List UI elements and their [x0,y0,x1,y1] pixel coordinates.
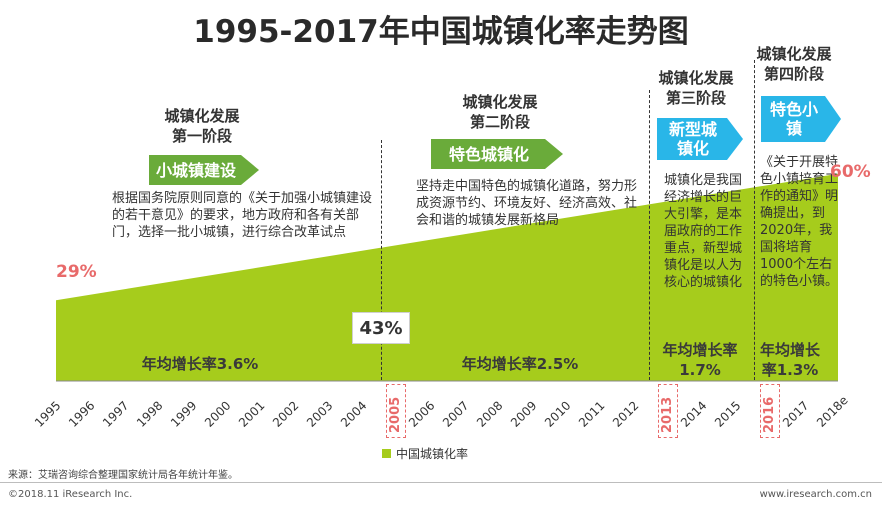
stage3-tag: 新型城 镇化 [668,120,717,158]
tick-highlight-box-2016 [760,384,780,438]
stage2-tag: 特色城镇化 [448,144,529,164]
value-label-mid: 43% [352,312,410,344]
stage2-heading: 城镇化发展 第二阶段 [462,93,538,131]
stage3-description: 城镇化是我国经济增长的巨大引擎，是本届政府的工作重点，新型城镇化是以人为核心的城… [664,173,743,290]
stage4-tag: 特色小镇 [769,100,818,138]
stage1-tag: 小城镇建设 [155,160,236,180]
copyright: ©2018.11 iResearch Inc. [8,489,133,500]
footer-divider [0,482,882,483]
stage-divider-2016 [754,60,755,380]
legend-label: 中国城镇化率 [396,447,469,461]
source-note: 来源：艾瑞咨询综合整理国家统计局各年统计年鉴。 [8,470,238,481]
stage3-heading: 城镇化发展 第三阶段 [658,69,734,107]
page-title: 1995-2017年中国城镇化率走势图 [193,14,689,50]
stage2-tag-arrow [431,139,563,169]
website: www.iresearch.com.cn [759,489,872,500]
stage4-growth: 年均增长 率1.3% [759,341,820,379]
stage1-tag-arrow [149,155,259,185]
x-tick-2013: 2013 [660,396,675,433]
stage-divider-2005 [381,140,382,380]
legend: 中国城镇化率 [382,445,468,462]
legend-swatch [382,449,391,458]
value-label-start: 29% [56,262,97,282]
tick-highlight-box-2013 [658,384,678,438]
stage1-heading: 城镇化发展 第一阶段 [164,107,240,145]
stage4-heading: 城镇化发展 第四阶段 [756,45,832,83]
stage4-description: 《关于开展特色小镇培育工作的通知》明确提出，到2020年，我国将培育1000个左… [760,155,839,289]
stage2-growth: 年均增长率2.5% [461,355,579,373]
stage3-growth: 年均增长率 1.7% [662,341,738,379]
stage4-tag-arrow [761,96,841,142]
x-tick-2016: 2016 [762,396,777,433]
stage2-description: 坚持走中国特色的城镇化道路，努力形成资源节约、环境友好、经济高效、社会和谐的城镇… [416,179,638,228]
stage1-description: 根据国务院原则同意的《关于加强小城镇建设的若干意见》的要求，地方政府和各有关部门… [112,191,373,240]
stage1-growth: 年均增长率3.6% [141,355,259,373]
stage3-tag-arrow [657,118,743,160]
urbanization-area [56,173,838,381]
tick-highlight-box-2005 [386,384,406,438]
value-label-end: 60% [830,162,871,182]
x-tick-2005: 2005 [388,396,403,433]
stage-divider-2013 [649,90,650,380]
